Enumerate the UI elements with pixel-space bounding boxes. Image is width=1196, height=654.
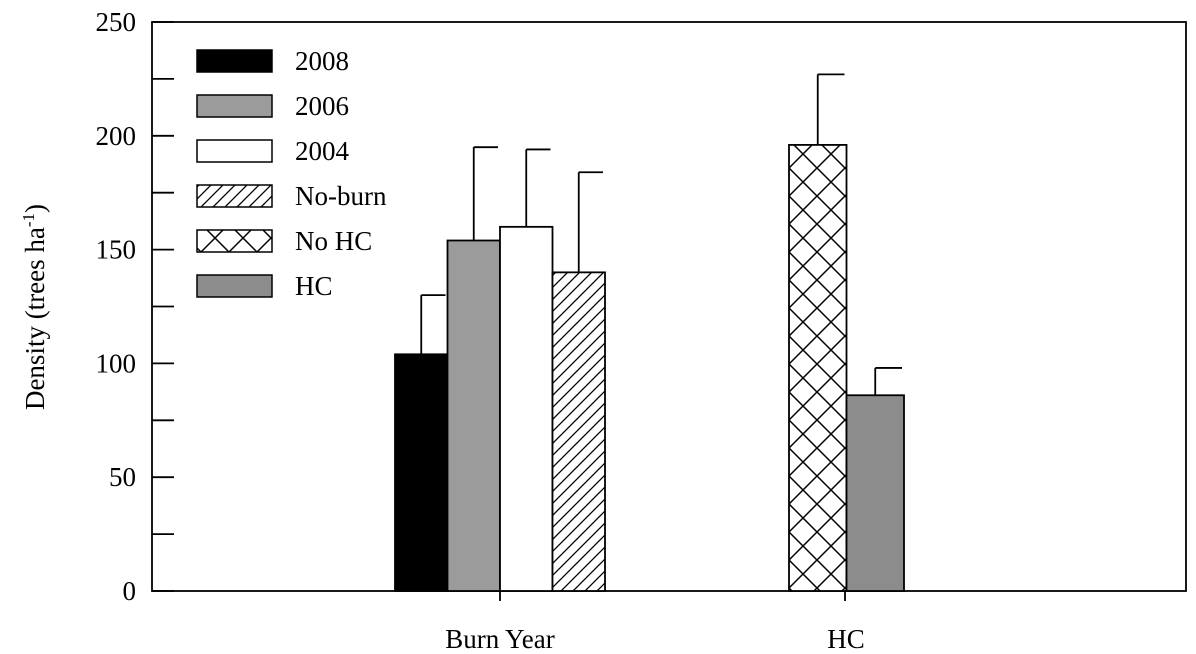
legend: 2008 2006 2004 No-burn No HC HC (196, 46, 387, 301)
legend-label: 2008 (295, 46, 349, 76)
y-axis-title: Density (trees ha-1) (19, 204, 50, 410)
legend-label: 2006 (295, 91, 349, 121)
y-tick-label: 50 (109, 462, 136, 492)
bar (499, 225, 554, 592)
x-category-label: Burn Year (445, 624, 555, 654)
legend-swatch (196, 49, 273, 73)
legend-label: No-burn (295, 181, 387, 211)
bar (845, 394, 905, 592)
bars-layer (394, 73, 905, 592)
legend-swatch (196, 184, 273, 208)
y-tick-label: 0 (123, 576, 137, 606)
x-category-label: HC (827, 624, 865, 654)
bar (788, 144, 848, 592)
y-tick-label: 100 (96, 348, 137, 378)
y-tick-label: 200 (96, 121, 137, 151)
legend-swatch (196, 94, 273, 118)
legend-swatch (196, 139, 273, 163)
legend-swatch (196, 229, 273, 253)
y-axis: 0 50 100 150 200 250 (96, 7, 174, 606)
legend-label: HC (295, 271, 333, 301)
x-axis: Burn Year HC (445, 591, 865, 654)
legend-label: No HC (295, 226, 372, 256)
legend-label: 2004 (295, 136, 350, 166)
bar (551, 271, 606, 592)
bar (394, 353, 449, 592)
bar (446, 239, 501, 592)
legend-swatch (196, 274, 273, 298)
y-tick-label: 250 (96, 7, 137, 37)
y-tick-label: 150 (96, 235, 137, 265)
